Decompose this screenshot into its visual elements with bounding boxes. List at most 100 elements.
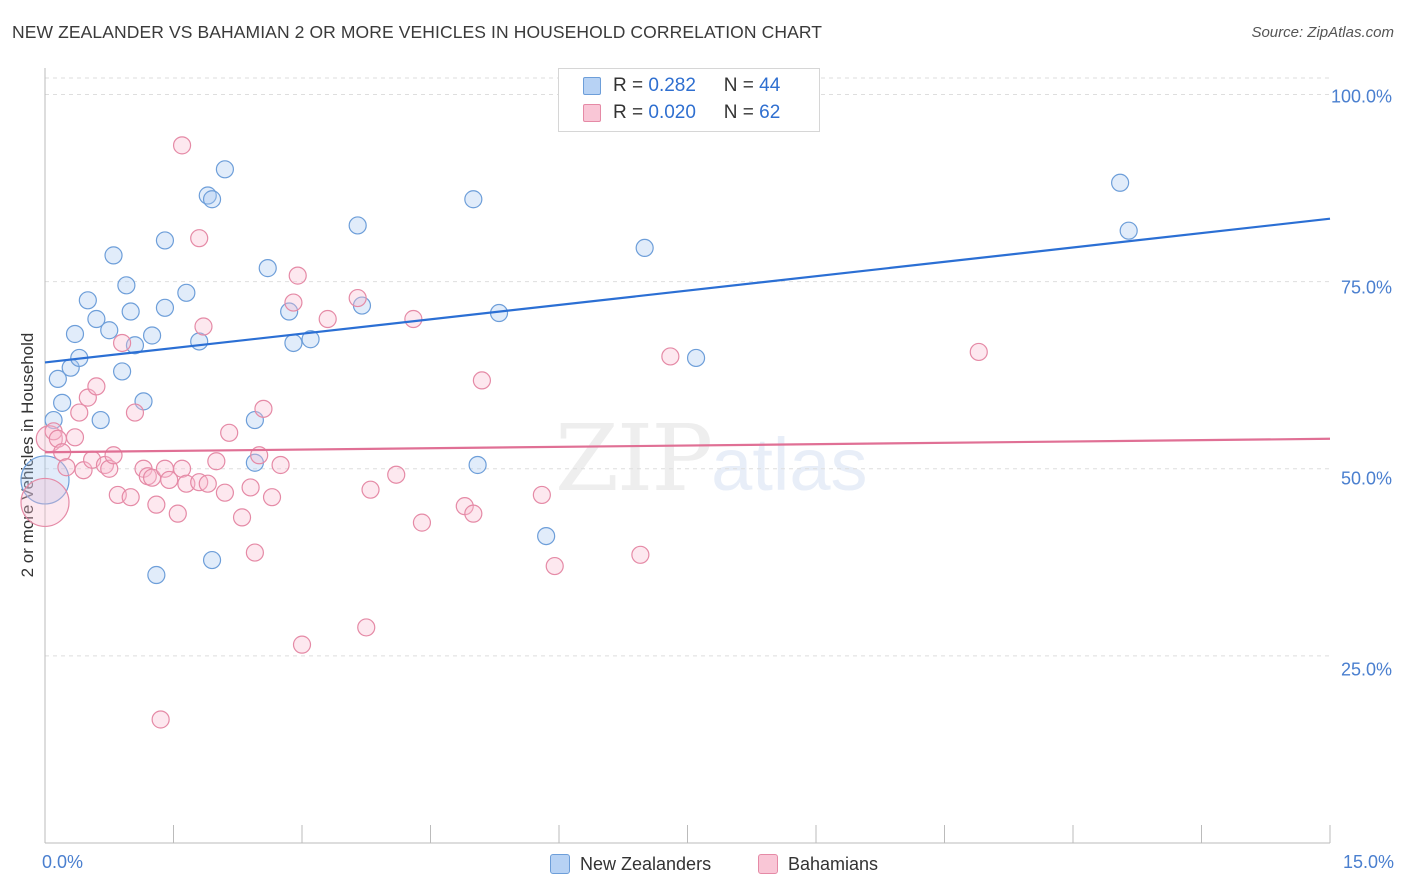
data-point-bahamians	[241, 478, 260, 497]
data-point-bahamians	[262, 488, 282, 507]
data-point-new-zealanders	[202, 550, 222, 570]
data-point-bahamians	[387, 465, 406, 484]
data-point-bahamians	[121, 488, 140, 507]
data-point-new-zealanders	[91, 410, 110, 430]
data-point-bahamians	[245, 543, 264, 562]
legend-swatch-pink	[583, 104, 601, 122]
data-point-bahamians	[472, 371, 491, 390]
data-point-bahamians	[194, 317, 213, 336]
data-point-bahamians	[147, 495, 166, 514]
series-swatch-blue	[550, 854, 570, 874]
data-point-new-zealanders	[686, 348, 706, 368]
data-point-bahamians	[168, 504, 187, 523]
data-point-bahamians	[464, 504, 483, 523]
data-point-bahamians	[172, 459, 192, 478]
legend-r-label: R =	[613, 75, 644, 96]
legend-row-bahamians: R = 0.020 N = 62	[583, 101, 780, 125]
y-tick-label-75: 75.0%	[1340, 277, 1392, 298]
data-point-bahamians	[348, 288, 367, 308]
data-point-new-zealanders	[258, 259, 277, 278]
data-point-bahamians	[404, 309, 423, 329]
data-point-bahamians	[20, 477, 70, 528]
x-tick-label-max: 15.0%	[1342, 852, 1394, 872]
data-point-new-zealanders	[117, 276, 136, 295]
data-point-bahamians	[318, 309, 337, 329]
data-point-bahamians	[151, 710, 170, 729]
y-tick-label-100: 100.0%	[1330, 86, 1392, 107]
data-point-new-zealanders	[202, 190, 222, 209]
data-point-new-zealanders	[65, 324, 85, 344]
legend-row-new-zealanders: R = 0.282 N = 44	[583, 74, 780, 98]
data-point-new-zealanders	[78, 291, 97, 310]
data-point-bahamians	[70, 403, 89, 422]
data-point-bahamians	[284, 293, 303, 312]
data-point-bahamians	[215, 483, 234, 502]
data-point-bahamians	[412, 513, 432, 532]
legend-n-label: N =	[723, 102, 754, 123]
trend-line-bahamians	[44, 437, 1331, 454]
y-tick-label-50: 50.0%	[1340, 468, 1392, 489]
data-point-new-zealanders	[348, 216, 367, 235]
series-legend-label: Bahamians	[788, 853, 879, 874]
data-point-new-zealanders	[177, 283, 196, 302]
trend-line-new-zealanders	[44, 217, 1331, 364]
series-legend-label: New Zealanders	[580, 853, 712, 874]
data-point-bahamians	[172, 136, 192, 155]
data-point-bahamians	[190, 229, 209, 248]
legend-n-label: N =	[723, 75, 754, 96]
data-point-bahamians	[271, 455, 290, 475]
data-point-bahamians	[661, 347, 680, 366]
data-point-bahamians	[198, 474, 217, 493]
data-point-new-zealanders	[112, 362, 132, 381]
data-point-bahamians	[100, 459, 119, 478]
data-point-bahamians	[57, 458, 76, 477]
data-point-bahamians	[361, 480, 380, 499]
data-point-new-zealanders	[53, 393, 72, 412]
data-point-new-zealanders	[464, 190, 483, 209]
source-label: Source: ZipAtlas.com	[1251, 24, 1394, 41]
data-point-new-zealanders	[635, 238, 654, 258]
data-point-new-zealanders	[142, 326, 162, 345]
data-point-bahamians	[288, 266, 307, 285]
data-point-new-zealanders	[155, 231, 175, 250]
data-point-bahamians	[292, 635, 312, 654]
data-point-new-zealanders	[280, 302, 299, 321]
data-point-new-zealanders	[1119, 221, 1138, 240]
data-point-bahamians	[65, 428, 85, 447]
data-point-bahamians	[545, 556, 564, 576]
data-point-new-zealanders	[87, 309, 106, 329]
data-point-new-zealanders	[190, 332, 209, 351]
data-point-new-zealanders	[1111, 173, 1130, 192]
data-point-bahamians	[631, 545, 650, 564]
series-swatch-pink	[758, 854, 778, 874]
data-point-bahamians	[112, 333, 132, 353]
legend-r-value: 0.020	[648, 102, 696, 123]
chart-title: NEW ZEALANDER VS BAHAMIAN 2 OR MORE VEHI…	[12, 22, 823, 42]
legend-n-value: 62	[759, 102, 781, 123]
correlation-legend: R = 0.282 N = 44 R = 0.020 N = 62	[558, 68, 820, 132]
legend-n-value: 44	[759, 75, 781, 96]
data-point-new-zealanders	[147, 565, 166, 585]
data-point-bahamians	[254, 399, 273, 418]
data-point-new-zealanders	[100, 321, 119, 340]
data-point-bahamians	[160, 470, 179, 490]
data-point-new-zealanders	[104, 246, 123, 265]
data-point-new-zealanders	[537, 526, 556, 546]
data-point-bahamians	[125, 403, 145, 422]
data-point-bahamians	[532, 485, 551, 505]
data-point-bahamians	[104, 446, 123, 465]
legend-r-label: R =	[613, 102, 644, 123]
data-point-new-zealanders	[48, 369, 67, 389]
legend-r-value: 0.282	[648, 75, 696, 96]
data-point-bahamians	[220, 423, 239, 442]
data-point-bahamians	[969, 342, 988, 362]
data-point-bahamians	[207, 452, 226, 471]
data-point-new-zealanders	[468, 455, 487, 475]
data-point-new-zealanders	[284, 333, 303, 353]
series-legend-bahamians: Bahamians	[758, 852, 878, 876]
data-point-bahamians	[232, 508, 252, 527]
legend-swatch-blue	[583, 77, 601, 95]
series-legend-new-zealanders: New Zealanders	[550, 852, 711, 876]
y-tick-label-25: 25.0%	[1340, 659, 1392, 680]
